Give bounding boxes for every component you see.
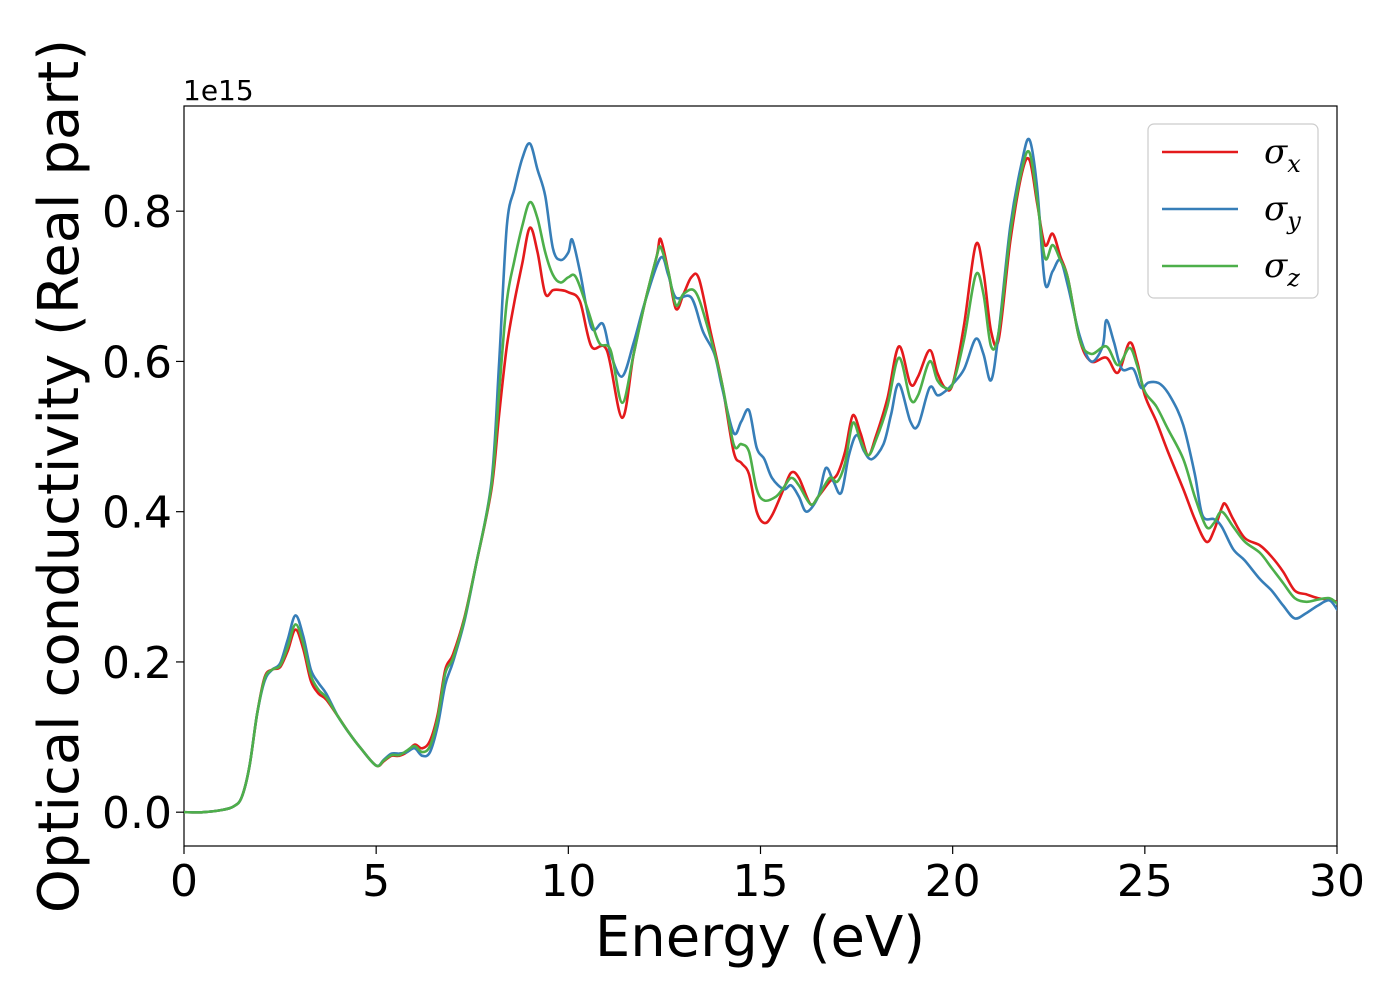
legend-box: [1147, 123, 1319, 299]
y-tick-label: 0.2: [102, 638, 172, 689]
y-offset-label: 1e15: [183, 74, 254, 107]
y-axis-title: Optical conductivity (Real part): [27, 39, 92, 913]
x-axis: 0 5 10 15 20 25 30: [170, 846, 1365, 907]
series-layer: [184, 137, 1337, 814]
y-axis: 0.0 0.2 0.4 0.6 0.8: [102, 187, 184, 839]
x-tick-label: 30: [1309, 856, 1365, 907]
series-line-z: [184, 149, 1337, 814]
legend-label-x: σx: [1264, 132, 1301, 178]
legend: σx σy σz: [1147, 123, 1319, 299]
legend-label-y: σy: [1264, 189, 1301, 235]
x-tick-label: 15: [733, 856, 789, 907]
y-tick-label: 0.6: [102, 337, 172, 388]
x-tick-label: 10: [540, 856, 596, 907]
x-tick-label: 0: [170, 856, 198, 907]
x-axis-title: Energy (eV): [595, 905, 925, 970]
y-tick-label: 0.0: [102, 788, 172, 839]
y-tick-label: 0.4: [102, 488, 172, 539]
y-tick-label: 0.8: [102, 187, 172, 238]
x-tick-label: 20: [925, 856, 981, 907]
x-tick-label: 25: [1117, 856, 1173, 907]
legend-label-z: σz: [1264, 246, 1300, 292]
x-tick-label: 5: [362, 856, 390, 907]
